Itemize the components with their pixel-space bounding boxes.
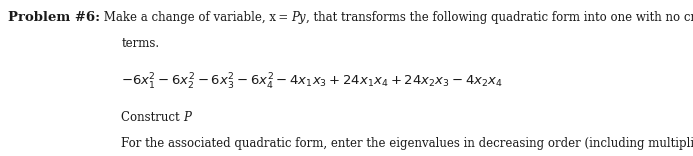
Text: Problem #6:: Problem #6: [8,11,100,24]
Text: For the associated quadratic form, enter the eigenvalues in decreasing order (in: For the associated quadratic form, enter… [121,137,693,150]
Text: Construct: Construct [121,111,184,124]
Text: Make a change of variable, x =: Make a change of variable, x = [100,11,291,24]
Text: terms.: terms. [121,37,159,50]
Text: $-6x_1^2 - 6x_2^2 - 6x_3^2 - 6x_4^2 - 4x_1x_3 + 24x_1x_4 + 24x_2x_3 - 4x_2x_4$: $-6x_1^2 - 6x_2^2 - 6x_3^2 - 6x_4^2 - 4x… [121,72,503,92]
Text: , that transforms the following quadratic form into one with no cross-product: , that transforms the following quadrati… [306,11,693,24]
Text: Py: Py [291,11,306,24]
Text: P: P [184,111,191,124]
